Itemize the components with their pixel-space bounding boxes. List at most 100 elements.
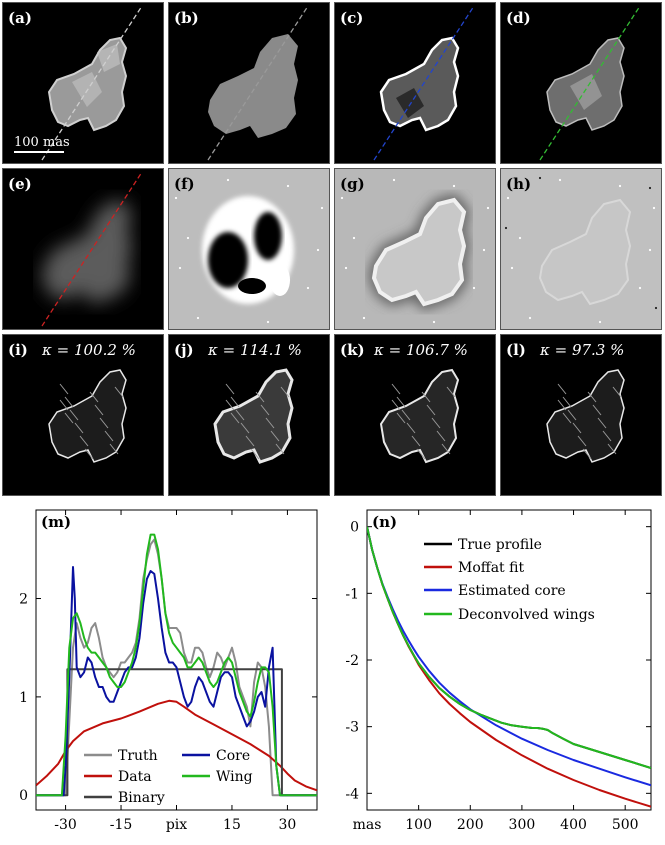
error-texture <box>59 399 69 411</box>
scale-bar-label: 100 mas <box>14 135 70 150</box>
panel-frame <box>168 2 330 164</box>
speckle-dot <box>266 320 270 324</box>
series-line-core <box>36 566 317 797</box>
speckle-dot <box>558 178 562 182</box>
legend-label: Truth <box>118 748 158 764</box>
image-panel-j: (j) κ = 114.1 % <box>168 334 330 496</box>
y-tick-label: -1 <box>345 586 359 602</box>
speckle-dot <box>452 184 456 188</box>
legend-label: Core <box>216 748 250 764</box>
panel-frame <box>2 334 164 496</box>
speckle-dot <box>486 206 490 210</box>
error-texture <box>59 383 69 395</box>
profile-cut-line <box>539 5 641 161</box>
error-texture <box>396 396 406 408</box>
x-tick-label: 200 <box>457 817 484 833</box>
error-texture <box>64 396 74 408</box>
y-tick-label: 1 <box>19 690 28 706</box>
error-texture <box>64 412 74 424</box>
residual-bright <box>270 264 290 296</box>
error-texture <box>225 383 235 395</box>
error-texture <box>391 383 401 395</box>
image-panel-d: (d) <box>500 2 662 164</box>
image-panel-k: (k) κ = 106.7 % <box>334 334 496 496</box>
error-texture <box>557 383 567 395</box>
error-texture <box>446 386 456 398</box>
panel-label: (g) <box>340 175 365 193</box>
panel-label: (i) <box>8 341 28 359</box>
profile-cut-line <box>41 5 143 161</box>
speckle-dot <box>174 196 178 200</box>
panel-label: (c) <box>340 9 363 27</box>
image-panel-h: (h) <box>500 168 662 330</box>
panel-frame <box>168 334 330 496</box>
panel-frame <box>500 168 662 330</box>
x-tick-label: 15 <box>223 817 241 833</box>
kappa-label: κ = 106.7 % <box>373 341 468 359</box>
error-texture <box>441 443 451 455</box>
x-tick-label: 30 <box>279 817 297 833</box>
error-texture <box>391 399 401 411</box>
kappa-label: κ = 114.1 % <box>207 341 302 359</box>
panel-label: (f) <box>174 175 195 193</box>
error-texture <box>84 448 94 460</box>
error-texture <box>582 448 592 460</box>
panel-frame <box>2 2 164 164</box>
speckle-dot <box>482 248 486 252</box>
speckle-dot <box>506 196 510 200</box>
speckle-dot <box>598 320 602 324</box>
image-panels: 100 mas (a) (b) (c) (d) (e) (f) (g) (h) (i) κ = 10… <box>2 2 662 496</box>
error-texture <box>245 435 255 447</box>
panel-label: (h) <box>506 175 531 193</box>
chart-title: (n) <box>372 513 397 531</box>
error-map-shape <box>546 369 625 463</box>
x-tick-label: -30 <box>54 817 77 833</box>
error-texture <box>79 435 89 447</box>
speckle-dot <box>654 306 658 310</box>
wing-highlight <box>570 74 602 110</box>
image-panel-e: (e) <box>2 168 164 330</box>
error-texture <box>396 412 406 424</box>
profile-cut-line <box>373 5 475 161</box>
speckle-dot <box>538 176 542 180</box>
speckle-dot <box>226 178 230 182</box>
error-texture <box>562 412 572 424</box>
error-texture <box>250 448 260 460</box>
speckle-dot <box>344 266 348 270</box>
profile-cut-line <box>207 5 309 161</box>
error-texture <box>557 399 567 411</box>
speckle-dot <box>528 316 532 320</box>
kappa-label: κ = 100.2 % <box>41 341 136 359</box>
speckle-dot <box>306 286 310 290</box>
speckle-dot <box>352 236 356 240</box>
legend-label: Moffat fit <box>458 560 524 576</box>
series-line-truth <box>36 538 317 797</box>
residual-faint-shape <box>538 198 632 306</box>
error-texture <box>426 404 436 416</box>
speckle-dot <box>618 184 622 188</box>
error-texture <box>255 391 265 403</box>
panel-label: (e) <box>8 175 32 193</box>
speckle-dot <box>648 186 652 190</box>
speckle-dot <box>472 286 476 290</box>
error-texture <box>225 399 235 411</box>
legend-label: Wing <box>216 769 253 785</box>
error-texture <box>109 443 119 455</box>
error-map-shape <box>379 368 460 464</box>
error-texture <box>260 404 270 416</box>
error-texture <box>275 443 285 455</box>
error-texture <box>562 396 572 408</box>
image-panel-g: (g) <box>334 168 496 330</box>
speckle-dot <box>186 236 190 240</box>
speckle-dot <box>504 226 508 230</box>
panel-label: (k) <box>340 341 365 359</box>
panel-frame <box>334 334 496 496</box>
speckle-dot <box>196 316 200 320</box>
blurred-object <box>42 200 132 304</box>
error-texture <box>607 443 617 455</box>
x-tick-label: 300 <box>509 817 536 833</box>
legend-label: Estimated core <box>458 583 566 599</box>
speckle-dot <box>510 266 514 270</box>
error-texture <box>235 409 245 421</box>
error-texture <box>99 417 109 429</box>
